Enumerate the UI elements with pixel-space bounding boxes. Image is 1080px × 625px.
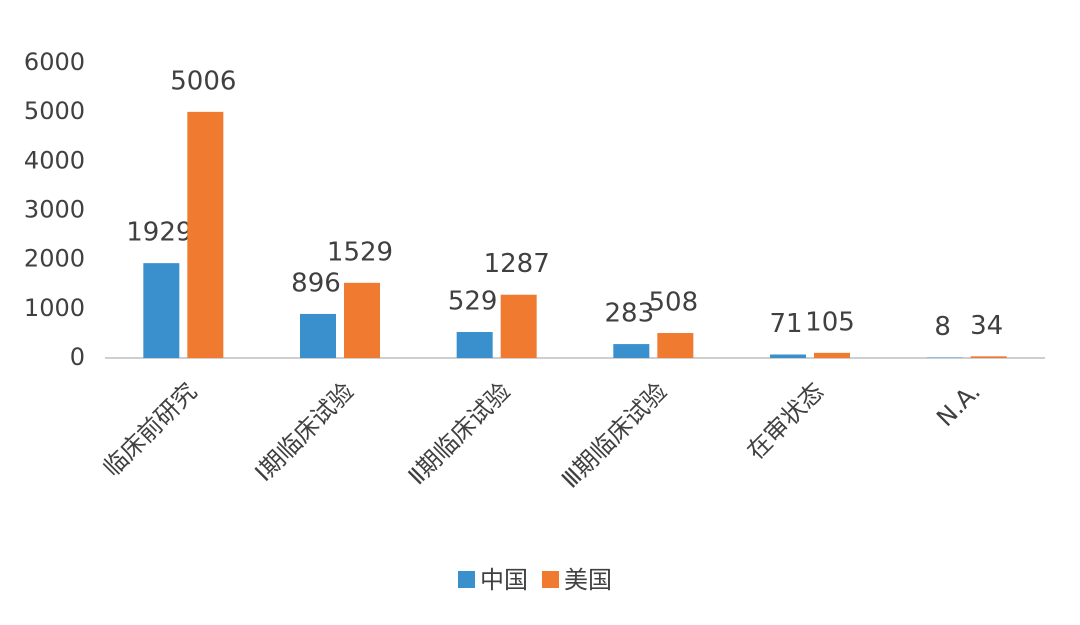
legend-swatch [458,571,475,588]
value-label: 1929 [126,218,192,248]
x-tick-label: 在审状态 [742,377,830,465]
value-label: 508 [649,288,699,318]
legend-label: 美国 [564,566,612,594]
bar [500,294,537,358]
value-label: 1529 [327,237,393,267]
y-tick-label: 4000 [24,146,85,174]
value-label: 529 [448,286,498,316]
x-tick-label: Ⅱ期临床试验 [403,377,516,490]
bar [344,282,380,358]
value-label: 34 [970,311,1003,341]
bar [657,333,694,358]
value-label: 8 [934,312,951,342]
y-tick-label: 3000 [24,196,85,224]
x-tick-label: N.A. [931,377,986,432]
bar [613,344,650,358]
value-label: 896 [291,268,341,298]
bar [456,331,493,358]
bar [770,354,806,358]
y-tick-label: 0 [70,343,85,371]
y-tick-label: 2000 [24,245,85,273]
value-label: 1287 [484,249,550,279]
y-tick-label: 5000 [24,97,85,125]
value-label: 71 [769,309,802,339]
legend-swatch [542,571,559,588]
x-tick-label: Ⅰ期临床试验 [250,377,360,487]
y-tick-label: 6000 [24,48,85,76]
bar [143,263,180,358]
legend-label: 中国 [480,566,528,594]
bar [300,313,336,358]
value-label: 283 [605,299,655,329]
bar [814,352,850,358]
bar [970,356,1007,358]
value-label: 5006 [170,66,236,96]
bar [187,111,224,358]
x-tick-label: 临床前研究 [98,377,203,482]
y-tick-label: 1000 [24,294,85,322]
value-label: 105 [805,307,855,337]
x-tick-label: Ⅲ期临床试验 [556,377,672,493]
